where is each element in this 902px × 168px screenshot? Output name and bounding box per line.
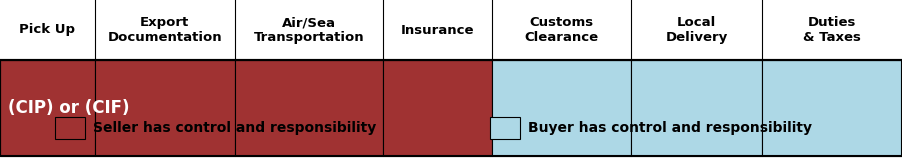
Text: (CIP) or (CIF): (CIP) or (CIF) — [8, 99, 130, 117]
Text: Seller has control and responsibility: Seller has control and responsibility — [93, 121, 376, 135]
Bar — [235, 60, 383, 156]
Text: Pick Up: Pick Up — [19, 24, 76, 36]
Bar — [95, 60, 235, 156]
Bar — [631, 60, 762, 156]
Bar — [762, 60, 902, 156]
Bar — [490, 117, 520, 139]
Text: Air/Sea
Transportation: Air/Sea Transportation — [253, 16, 364, 44]
Text: Customs
Clearance: Customs Clearance — [524, 16, 599, 44]
Text: Buyer has control and responsibility: Buyer has control and responsibility — [528, 121, 812, 135]
Bar — [55, 117, 85, 139]
Text: Export
Documentation: Export Documentation — [107, 16, 222, 44]
Text: Local
Delivery: Local Delivery — [666, 16, 728, 44]
Bar — [492, 60, 631, 156]
Bar — [0, 60, 902, 156]
Bar — [383, 60, 492, 156]
Text: Insurance: Insurance — [400, 24, 474, 36]
Bar — [0, 60, 95, 156]
Text: Duties
& Taxes: Duties & Taxes — [803, 16, 861, 44]
